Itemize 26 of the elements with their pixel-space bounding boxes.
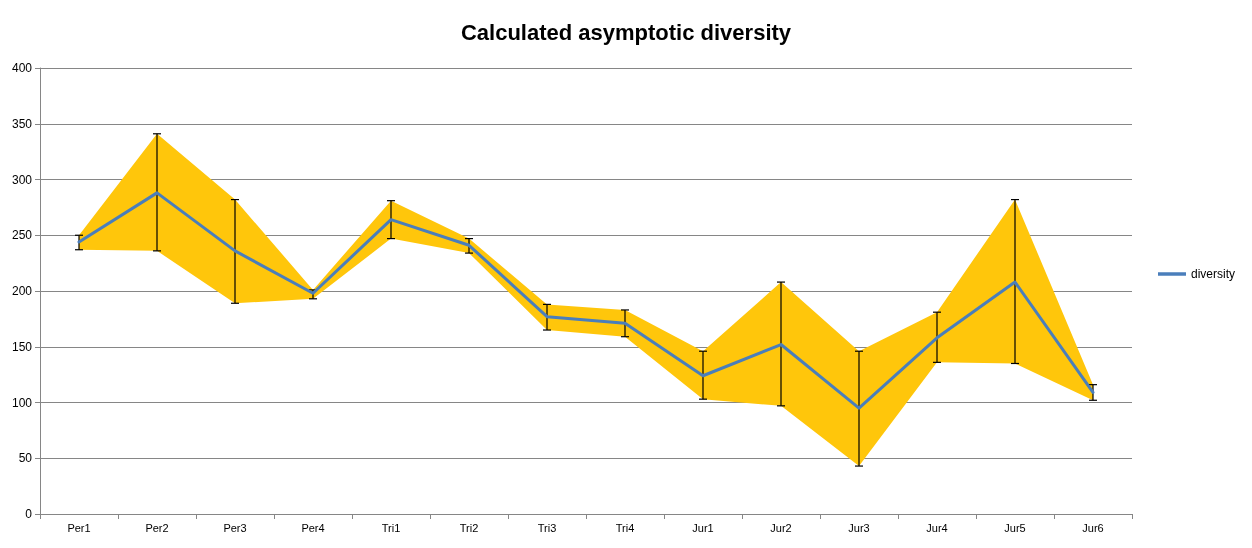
x-tick-label: Jur6 [1082, 521, 1104, 534]
line-series [77, 191, 1095, 410]
y-tick-label: 350 [11, 116, 33, 131]
y-tick-label: 50 [18, 451, 33, 466]
x-tick-label: Per2 [145, 521, 169, 534]
y-tick-label: 400 [11, 61, 33, 75]
x-tick-label: Jur5 [1004, 521, 1026, 534]
x-tick-label: Per1 [67, 521, 91, 534]
legend-label: diversity [1190, 267, 1236, 281]
x-tick-label: Tri1 [381, 521, 401, 534]
x-tick-label: Jur1 [692, 521, 714, 534]
y-tick-label: 100 [11, 395, 33, 410]
x-tick-label: Tri2 [459, 521, 479, 534]
y-tick-label: 250 [11, 228, 33, 243]
y-tick-label: 150 [11, 339, 33, 354]
y-tick-label: 300 [11, 172, 33, 187]
x-tick-label: Jur3 [848, 521, 870, 534]
x-tick-label: Per3 [223, 521, 247, 534]
x-tick-label: Jur2 [770, 521, 792, 534]
x-tick-label: Tri3 [537, 521, 557, 534]
x-tick-label: Per4 [301, 521, 325, 534]
chart-title: Calculated asymptotic diversity [460, 19, 792, 45]
x-tick-label: Jur4 [926, 521, 948, 534]
x-tick-label: Tri4 [615, 521, 635, 534]
y-tick-label: 200 [11, 284, 33, 298]
y-tick-label: 0 [25, 507, 33, 521]
